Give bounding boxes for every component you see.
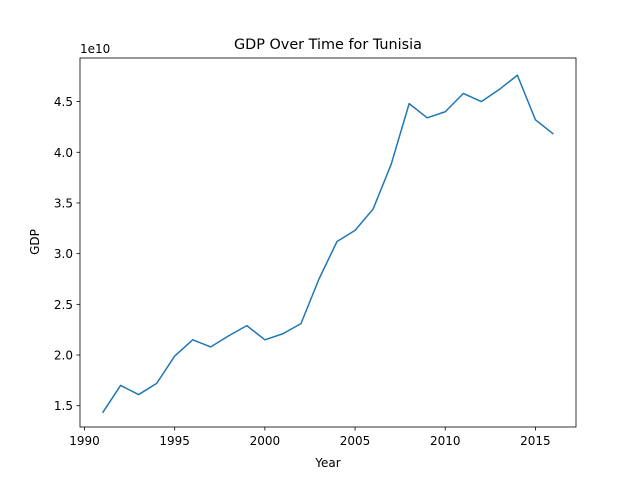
x-tick-label-1995: 1995 [159,434,190,448]
x-tick-label-2000: 2000 [250,434,281,448]
y-axis-label: GDP [28,229,42,255]
plot-area: 1990 1995 2000 2005 2010 2015 1.5 2.0 2.5 3.0 3.5 4… [54,57,577,448]
y-tick-label-1: 2.0 [54,349,73,363]
x-tick-label-2015: 2015 [520,434,551,448]
x-tick-label-2010: 2010 [430,434,461,448]
y-tick-label-5: 4.0 [54,146,73,160]
y-tick-label-2: 2.5 [54,298,73,312]
x-tick-label-1990: 1990 [69,434,100,448]
y-tick-label-4: 3.5 [54,196,73,210]
axes-frame [79,57,577,428]
y-offset-label: 1e10 [80,42,110,56]
y-tick-label-3: 3.0 [54,247,73,261]
chart-title: GDP Over Time for Tunisia [234,37,422,53]
y-tick-label-0: 1.5 [54,399,73,413]
series-line-0 [101,74,554,414]
y-tick-label-6: 4.5 [54,95,73,109]
x-tick-label-2005: 2005 [340,434,371,448]
x-axis-label: Year [314,456,340,470]
